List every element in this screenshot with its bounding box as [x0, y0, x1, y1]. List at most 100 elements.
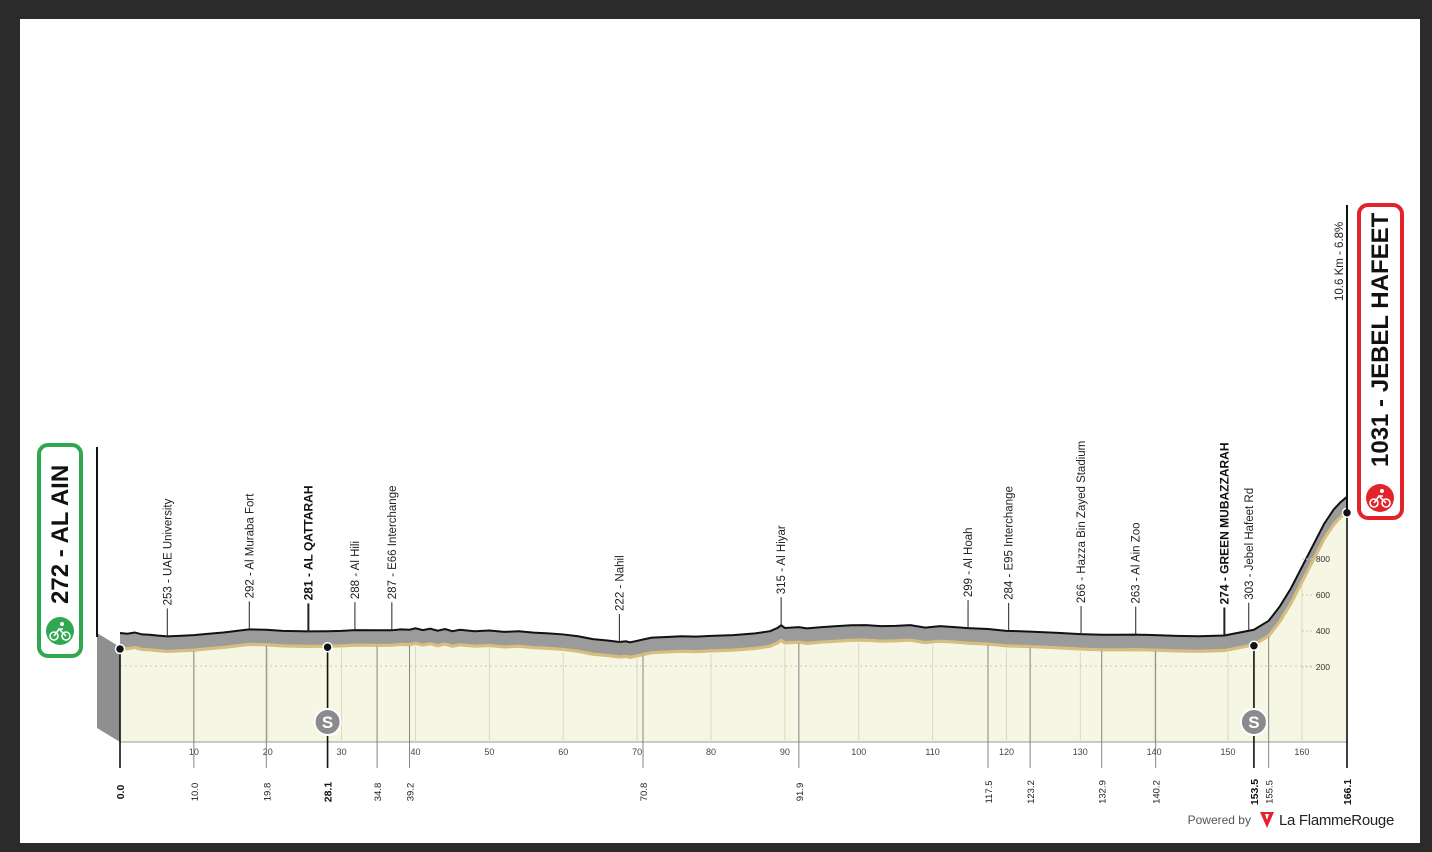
km-marker-label: 140.2	[1152, 780, 1163, 804]
location-label: 315 - Al Hiyar	[776, 525, 788, 594]
km-marker-label: 132.9	[1098, 780, 1109, 804]
finish-label: 1031 - JEBEL HAFEET	[1367, 212, 1394, 467]
location-marker: 263 - Al Ain Zoo	[1131, 522, 1143, 635]
finish-badge-frame	[1357, 203, 1404, 520]
start-badge-frame	[37, 443, 83, 658]
sprint-icon: S	[313, 708, 342, 736]
location-label: 292 - Al Muraba Fort	[244, 493, 256, 599]
km-marker: 166.1	[1341, 507, 1354, 805]
x-tick-label: 20	[263, 747, 273, 757]
km-marker: 123.2	[1026, 647, 1037, 804]
location-label: 287 - E66 Interchange	[387, 485, 399, 599]
stage-profile-panel: 10 20 30 40 50 60 70 80 90 100 110 120 130 140 150 160 …	[20, 19, 1420, 843]
location-marker: 292 - Al Muraba Fort	[244, 493, 256, 630]
km-marker-label: 123.2	[1026, 780, 1037, 804]
km-marker: 19.8	[262, 645, 273, 802]
location-label: 281 - AL QATTARAH	[301, 485, 315, 600]
km-marker: 39.2	[406, 645, 417, 802]
km-marker-label: 10.0	[190, 783, 201, 802]
km-marker-label: 153.5	[1249, 779, 1261, 805]
km-marker-label: 0.0	[115, 785, 127, 800]
location-marker: 299 - Al Hoah	[963, 527, 975, 629]
bike-icon	[1366, 484, 1394, 512]
km-marker-label: 28.1	[323, 782, 335, 803]
x-axis-ticks: 10 20 30 40 50 60 70 80 90 100 110 120 130 140 150 160	[189, 747, 1310, 757]
elevation-tick-label: 600	[1316, 590, 1330, 600]
location-marker: 303 - Jebel Hafeet Rd	[1244, 488, 1256, 631]
elevation-tick-label: 800	[1316, 554, 1330, 564]
location-marker: 284 - E95 Interchange	[1004, 486, 1016, 631]
x-tick-label: 100	[851, 747, 866, 757]
x-tick-label: 120	[999, 747, 1014, 757]
sprint-icon-symbol: S	[322, 713, 333, 732]
location-label: 303 - Jebel Hafeet Rd	[1244, 488, 1256, 600]
km-marker-dot	[114, 643, 126, 655]
location-marker: 315 - Al Hiyar	[776, 525, 788, 626]
stage-profile-chart: 10 20 30 40 50 60 70 80 90 100 110 120 130 140 150 160 …	[37, 203, 1404, 805]
km-marker: 140.2	[1152, 651, 1163, 804]
km-marker-label: 166.1	[1342, 779, 1354, 805]
finish-badge: 1031 - JEBEL HAFEET	[1357, 203, 1404, 520]
location-label: 288 - Al Hili	[350, 541, 362, 599]
location-label: 284 - E95 Interchange	[1004, 486, 1016, 600]
location-marker: 288 - Al Hili	[350, 541, 362, 631]
profile-front-face	[120, 510, 1347, 742]
km-marker: 117.5	[984, 645, 995, 804]
km-marker: 132.9	[1098, 650, 1109, 804]
location-label: 266 - Hazza Bin Zayed Stadium	[1076, 441, 1088, 603]
km-marker-dot	[1248, 640, 1260, 652]
location-label: 299 - Al Hoah	[963, 527, 975, 597]
elevation-tick-label: 200	[1316, 662, 1330, 672]
sprint-icon-symbol: S	[1248, 713, 1259, 732]
x-tick-label: 50	[484, 747, 494, 757]
bike-icon	[46, 617, 74, 645]
km-marker-label: 34.8	[373, 783, 384, 802]
x-tick-label: 30	[337, 747, 347, 757]
km-markers: 0.0 10.0 19.8 28.1 34.8 39.2 70.8 91.9 117.5 123.…	[114, 507, 1354, 805]
start-badge: 272 - AL AIN	[37, 443, 83, 658]
start-label: 272 - AL AIN	[47, 465, 74, 604]
sprint-icon: S	[1239, 708, 1268, 736]
sprint-icon-circle	[1239, 708, 1268, 736]
x-tick-label: 140	[1147, 747, 1162, 757]
x-tick-label: 80	[706, 747, 716, 757]
x-tick-label: 90	[780, 747, 790, 757]
km-marker: 10.0	[190, 651, 201, 801]
x-tick-label: 130	[1073, 747, 1088, 757]
profile-area	[97, 495, 1349, 743]
location-markers: 253 - UAE University 292 - Al Muraba Fort…	[162, 441, 1256, 642]
km-marker: 155.5	[1265, 636, 1276, 804]
final-climb-info: 10.6 Km - 6.8%	[1334, 222, 1346, 301]
km-marker-dot	[322, 641, 333, 653]
km-marker-label: 39.2	[406, 783, 417, 802]
brand-name: La FlammeRouge	[1278, 811, 1394, 829]
elevation-ticks: 200 400 600 800	[1302, 554, 1330, 672]
location-label: 263 - Al Ain Zoo	[1131, 522, 1143, 603]
x-tick-label: 150	[1221, 747, 1236, 757]
km-marker: 34.8	[373, 646, 384, 801]
powered-by-text: Powered by	[1187, 813, 1251, 827]
location-label: 274 - GREEN MUBAZZARAH	[1217, 442, 1231, 604]
location-marker: 266 - Hazza Bin Zayed Stadium	[1076, 441, 1088, 635]
km-marker: 70.8	[639, 655, 650, 801]
x-tick-label: 40	[410, 747, 420, 757]
km-marker-label: 19.8	[262, 783, 273, 802]
sprint-icon-circle	[313, 708, 342, 736]
footer-credit: Powered by La FlammeRouge	[1187, 811, 1395, 829]
location-marker: 222 - Nahil	[614, 555, 626, 642]
location-marker: 287 - E66 Interchange	[387, 485, 399, 631]
elevation-tick-label: 400	[1316, 626, 1330, 636]
location-label: 253 - UAE University	[162, 498, 174, 605]
profile-side-band	[120, 496, 1347, 657]
x-tick-label: 70	[632, 747, 642, 757]
flame-logo-icon	[1259, 812, 1274, 828]
location-marker: 274 - GREEN MUBAZZARAH	[1217, 442, 1231, 636]
km-marker: 91.9	[795, 643, 806, 801]
km-marker: 0.0	[114, 643, 127, 800]
location-marker: 281 - AL QATTARAH	[301, 485, 315, 632]
km-marker-label: 91.9	[795, 783, 806, 802]
km-marker-label: 155.5	[1265, 780, 1276, 804]
km-marker: 153.5	[1248, 640, 1261, 805]
x-tick-label: 160	[1294, 747, 1309, 757]
